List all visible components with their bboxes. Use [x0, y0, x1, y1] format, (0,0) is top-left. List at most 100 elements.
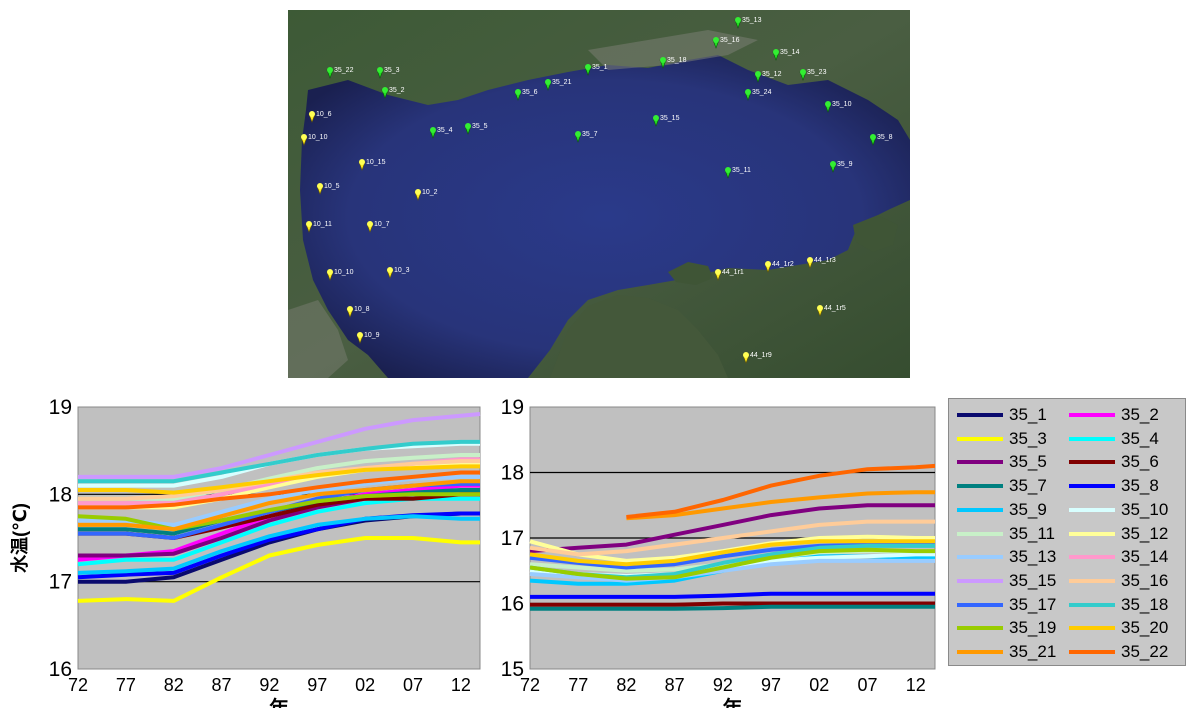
station-pin-yellow: 10_7 — [366, 221, 390, 233]
x-axis-title: 年 — [269, 696, 289, 708]
x-tick-label: 07 — [403, 675, 423, 695]
station-label: 35_6 — [522, 89, 538, 96]
station-label: 10_9 — [364, 332, 380, 339]
series-line-35-5 — [529, 503, 935, 554]
legend-item: 35_12 — [1069, 524, 1168, 544]
chart-right: 15 16 17 18 19 72 77 82 87 92 97 02 07 12 年 — [501, 396, 936, 713]
series-line-35-8 — [77, 511, 480, 580]
station-label: 35_16 — [720, 37, 740, 44]
station-pin-yellow: 44_1r5 — [816, 305, 846, 317]
legend-item: 35_1 — [957, 405, 1047, 425]
station-pins: 35_22 35_3 35_2 35_4 35_5 35_6 35_21 35_1 35_18 3… — [300, 17, 893, 364]
station-pin-green: 35_8 — [869, 134, 893, 146]
series-line-35-16 — [529, 519, 935, 557]
legend-label: 35_7 — [1009, 476, 1047, 496]
station-pin-yellow: 10_8 — [346, 306, 370, 318]
legend-item: 35_20 — [1069, 618, 1168, 638]
chart-left: 16 17 18 19 72 77 82 87 92 97 02 07 12 年 水温(℃) — [9, 396, 481, 713]
station-pin-yellow: 10_10 — [300, 134, 328, 146]
y-tick-label: 17 — [501, 527, 524, 550]
station-label: 35_24 — [752, 89, 772, 96]
legend-label: 35_20 — [1121, 618, 1169, 638]
legend-item: 35_11 — [957, 524, 1055, 544]
station-pin-yellow: 44_1r1 — [714, 269, 744, 281]
station-pin-green: 35_24 — [744, 89, 772, 101]
legend-item: 35_21 — [957, 642, 1056, 662]
station-pin-green: 35_1 — [584, 64, 608, 76]
station-pin-green: 35_22 — [326, 67, 354, 79]
station-label: 10_15 — [366, 159, 386, 166]
station-pin-green: 35_7 — [574, 131, 598, 143]
legend-label: 35_5 — [1009, 452, 1047, 472]
station-label: 35_3 — [384, 67, 400, 74]
legend-item: 35_4 — [1069, 429, 1159, 449]
legend-swatch — [957, 602, 1003, 607]
station-pin-green: 35_11 — [724, 167, 751, 179]
legend-label: 35_22 — [1121, 642, 1169, 661]
legend-item: 35_17 — [957, 595, 1056, 615]
series-line-35-3 — [77, 536, 480, 603]
station-pin-yellow: 10_15 — [358, 159, 386, 171]
x-tick-label: 97 — [307, 675, 327, 695]
station-label: 10_8 — [354, 306, 370, 313]
station-label: 35_9 — [837, 161, 853, 168]
island-south — [550, 295, 728, 378]
y-tick-label: 17 — [49, 571, 72, 594]
legend: 35_1 35_2 35_3 35_4 35_5 35_6 35_7 35_8 35_9 35_1… — [948, 398, 1186, 666]
x-tick-label: 87 — [665, 675, 685, 695]
y-tick-label: 19 — [49, 396, 72, 419]
station-pin-yellow: 44_1r9 — [742, 352, 772, 364]
legend-swatch — [957, 507, 1003, 512]
legend-label: 35_2 — [1121, 405, 1159, 424]
legend-swatch — [957, 555, 1003, 560]
station-label: 35_12 — [762, 71, 782, 78]
legend-item: 35_22 — [1069, 642, 1168, 662]
series-line-35-19 — [77, 492, 480, 532]
series-line-35-21 — [626, 490, 935, 521]
station-label: 35_2 — [389, 87, 405, 94]
station-label: 35_15 — [660, 115, 680, 122]
y-tick-label: 16 — [49, 658, 72, 681]
legend-label: 35_13 — [1009, 547, 1057, 567]
x-tick-label: 87 — [212, 675, 232, 695]
legend-swatch — [1069, 650, 1115, 654]
station-pin-yellow: 10_11 — [305, 221, 332, 233]
x-tick-label: 77 — [116, 675, 136, 695]
legend-swatch — [1069, 436, 1115, 441]
legend-label: 35_11 — [1009, 523, 1056, 543]
series-line-35-22 — [78, 470, 480, 510]
station-pin-green: 35_21 — [544, 79, 572, 91]
station-pin-green: 35_13 — [734, 17, 762, 29]
x-tick-label: 82 — [616, 675, 636, 695]
station-label: 35_14 — [780, 49, 800, 56]
legend-label: 35_18 — [1121, 594, 1169, 614]
legend-item: 35_6 — [1069, 452, 1159, 472]
island-east-small — [668, 262, 713, 285]
legend-swatch — [957, 650, 1003, 654]
legend-label: 35_16 — [1121, 570, 1169, 590]
legend-label: 35_15 — [1009, 570, 1057, 590]
station-label: 10_7 — [374, 221, 390, 228]
legend-swatch — [957, 436, 1003, 441]
y-tick-label: 19 — [501, 396, 524, 419]
station-label: 44_1r5 — [824, 305, 846, 312]
station-pin-green: 35_4 — [429, 127, 453, 139]
y-tick-label: 18 — [501, 462, 524, 485]
station-pin-yellow: 10_6 — [308, 111, 332, 123]
legend-swatch — [1069, 413, 1115, 417]
station-pin-green: 35_16 — [712, 37, 740, 49]
station-label: 35_21 — [552, 79, 572, 86]
station-label: 35_5 — [472, 123, 488, 130]
series-line-35-20 — [78, 464, 480, 495]
x-tick-label: 92 — [713, 675, 733, 695]
satellite-map: 35_22 35_3 35_2 35_4 35_5 35_6 35_21 35_1 35_18 3… — [288, 10, 910, 378]
series-line-35-7 — [530, 604, 935, 611]
station-pin-yellow: 44_1r3 — [806, 257, 836, 269]
series-line-35-15 — [78, 412, 481, 479]
station-pin-green: 35_3 — [376, 67, 400, 79]
legend-item: 35_16 — [1069, 571, 1168, 591]
island-east — [853, 215, 898, 252]
legend-swatch — [957, 460, 1003, 465]
x-tick-label: 72 — [68, 675, 88, 695]
x-tick-label: 77 — [568, 675, 588, 695]
